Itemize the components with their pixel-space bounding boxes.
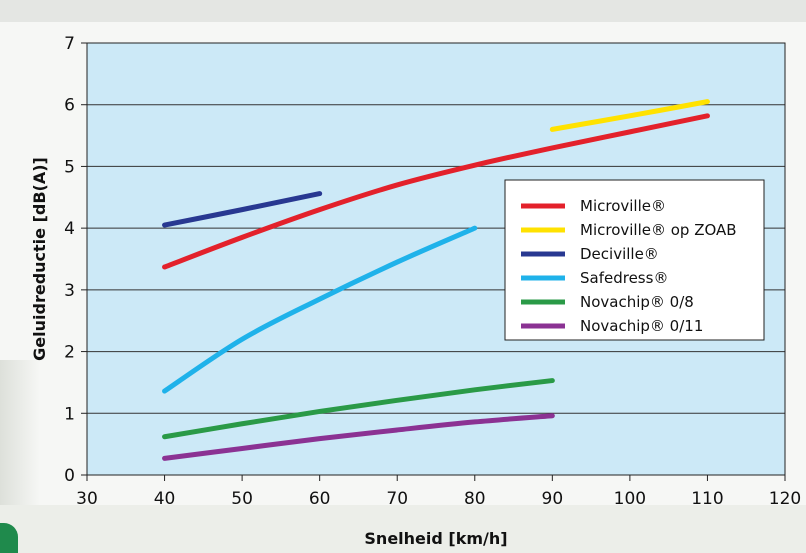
- x-tick-label: 90: [542, 489, 564, 509]
- gridlines: [87, 104, 785, 414]
- bottom-band: [0, 505, 806, 553]
- x-tick-label: 50: [231, 489, 253, 509]
- series-line-1: [162, 113, 710, 270]
- y-tick-label: 4: [64, 219, 75, 239]
- legend-label: Safedress®: [580, 269, 668, 287]
- legend-label: Microville® op ZOAB: [580, 221, 737, 239]
- y-axis-title: Geluidreductie [dB(A)]: [30, 157, 49, 361]
- green-corner-decoration: [0, 523, 18, 553]
- series-line-4: [162, 225, 478, 394]
- series-line-5: [162, 378, 555, 440]
- axis-ticks: 0 1 2 3 4 5 6 7 30 40 50 60 70 80 90 100 110 120: [64, 34, 801, 509]
- legend-label: Deciville®: [580, 245, 659, 263]
- series-line-6: [162, 413, 555, 461]
- x-tick-label: 80: [464, 489, 486, 509]
- legend-label: Novachip® 0/11: [580, 317, 703, 335]
- legend-label: Microville®: [580, 197, 666, 215]
- y-tick-label: 5: [64, 157, 75, 177]
- y-tick-label: 2: [64, 343, 75, 363]
- left-shadow: [0, 360, 40, 510]
- top-band: [0, 0, 806, 22]
- plot-frame: [86, 42, 786, 476]
- x-axis-title: Snelheid [km/h]: [364, 529, 507, 548]
- series-line-2: [549, 99, 710, 132]
- y-tick-label: 3: [64, 281, 75, 301]
- y-tick-label: 1: [64, 404, 75, 424]
- series-line-3: [162, 191, 323, 228]
- x-tick-label: 60: [309, 489, 331, 509]
- legend-label: Novachip® 0/8: [580, 293, 694, 311]
- legend: Microville® Microville® op ZOAB Deciville®…: [504, 179, 765, 341]
- x-tick-label: 100: [614, 489, 646, 509]
- x-tick-label: 70: [386, 489, 408, 509]
- y-tick-label: 6: [64, 96, 75, 116]
- y-tick-label: 7: [64, 34, 75, 54]
- x-tick-label: 120: [769, 489, 801, 509]
- x-tick-label: 30: [76, 489, 98, 509]
- y-tick-label: 0: [64, 466, 75, 486]
- series-lines: [162, 99, 710, 461]
- x-tick-label: 110: [691, 489, 723, 509]
- x-tick-label: 40: [154, 489, 176, 509]
